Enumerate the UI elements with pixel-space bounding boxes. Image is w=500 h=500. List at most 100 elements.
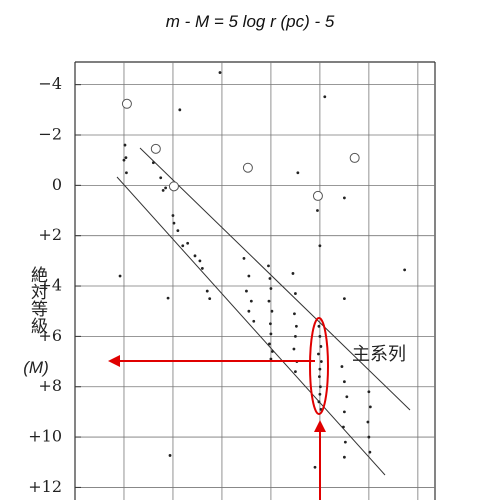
star-marker	[168, 181, 179, 192]
star-dot	[316, 209, 319, 212]
star-dot	[193, 254, 197, 258]
y-tick-label: +4	[38, 276, 62, 295]
star-dot	[124, 156, 128, 160]
star-marker	[312, 190, 323, 201]
y-tick-label: +10	[28, 427, 62, 446]
star-dot	[269, 287, 273, 290]
star-dot	[313, 465, 317, 469]
star-dot	[342, 196, 346, 200]
star-dot	[318, 367, 322, 371]
star-dot	[317, 352, 320, 356]
y-tick-label: +6	[38, 326, 62, 345]
sequence-boundary	[116, 176, 386, 476]
star-dot	[176, 229, 180, 233]
star-dot	[208, 297, 212, 301]
star-dot	[293, 312, 296, 316]
star-dot	[245, 289, 248, 293]
star-dot	[249, 299, 253, 303]
star-dot	[247, 309, 251, 313]
star-dot	[267, 264, 270, 268]
star-dot	[247, 274, 251, 278]
star-dot	[269, 322, 272, 326]
star-dot	[122, 158, 126, 162]
annotation: 主系列	[352, 344, 406, 365]
star-dot	[368, 405, 372, 409]
y-tick-label: 0	[52, 175, 62, 194]
star-dot	[186, 241, 190, 245]
star-dot	[403, 268, 407, 272]
star-dot	[291, 272, 295, 275]
star-dot	[319, 407, 323, 411]
star-dot	[323, 95, 327, 99]
star-dot	[171, 214, 175, 217]
star-dot	[319, 360, 323, 363]
y-tick-label: +12	[28, 477, 62, 496]
star-dot	[342, 380, 346, 384]
marks	[118, 71, 407, 469]
star-marker	[349, 152, 360, 163]
star-dot	[342, 410, 346, 414]
arrowhead	[314, 420, 326, 432]
star-dot	[205, 289, 209, 293]
star-dot	[342, 455, 346, 459]
star-dot	[366, 420, 370, 424]
star-dot	[218, 71, 222, 74]
star-dot	[267, 299, 271, 303]
arrowhead	[108, 355, 120, 367]
y-tick-label: −2	[38, 125, 62, 144]
y-tick-label: +8	[38, 376, 62, 395]
star-dot	[319, 345, 323, 348]
star-marker	[242, 162, 253, 173]
chart-title: m - M = 5 log r (pc) - 5	[166, 12, 335, 31]
star-dot	[172, 221, 176, 225]
star-dot	[198, 259, 202, 263]
star-dot	[161, 188, 165, 192]
star-dot	[123, 143, 127, 147]
star-dot	[125, 171, 128, 175]
grid	[75, 62, 435, 500]
star-dot	[294, 292, 297, 295]
star-dot	[294, 324, 298, 328]
star-dot	[181, 244, 185, 248]
sequence-boundary	[139, 147, 411, 411]
star-dot	[151, 161, 155, 165]
star-dot	[168, 454, 172, 457]
star-dot	[318, 375, 321, 379]
star-dot	[118, 274, 122, 278]
star-dot	[368, 450, 372, 454]
star-dot	[367, 435, 371, 439]
y-tick-label: −4	[38, 74, 62, 93]
star-dot	[340, 365, 344, 368]
star-dot	[318, 385, 322, 389]
star-dot	[269, 332, 273, 336]
star-dot	[268, 342, 271, 346]
star-dot	[270, 350, 274, 353]
star-dot	[178, 108, 182, 112]
star-dot	[270, 309, 274, 313]
star-dot	[159, 176, 163, 180]
y-tick-label: +2	[38, 225, 62, 244]
highlight-ellipse	[309, 317, 329, 415]
star-dot	[269, 357, 273, 361]
star-dot	[294, 334, 297, 338]
star-dot	[367, 390, 371, 394]
star-dot	[252, 319, 256, 323]
star-dot	[318, 334, 322, 338]
star-dot	[200, 267, 204, 270]
y-axis-label: 絶対等級	[27, 266, 48, 334]
star-dot	[166, 296, 170, 300]
star-dot	[318, 392, 322, 396]
star-dot	[345, 395, 349, 399]
star-dot	[292, 347, 296, 351]
star-dot	[342, 297, 346, 301]
star-dot	[294, 370, 297, 374]
star-dot	[164, 186, 168, 190]
star-dot	[296, 171, 300, 175]
star-dot	[317, 400, 321, 404]
star-dot	[268, 277, 272, 280]
star-marker	[150, 143, 161, 154]
star-dot	[342, 425, 345, 429]
star-dot	[318, 244, 322, 248]
star-dot	[317, 324, 321, 328]
